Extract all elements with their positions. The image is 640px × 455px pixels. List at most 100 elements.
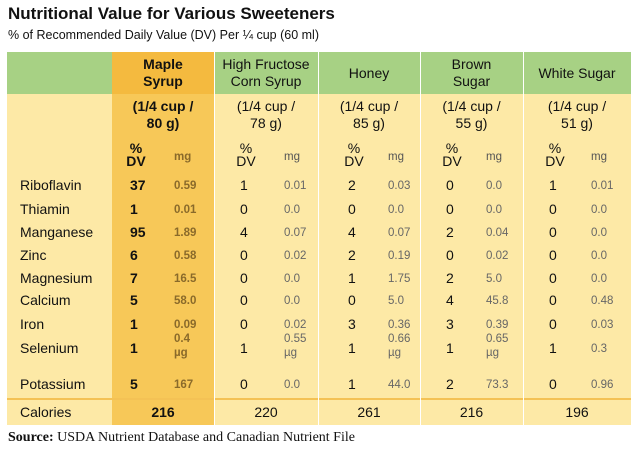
column-separator [420, 52, 421, 425]
serving-line: (1/4 cup / [547, 98, 607, 114]
column-header: Honey [318, 52, 420, 94]
serving-line: 85 g) [353, 115, 385, 131]
mg-value: 0.02 [284, 250, 307, 262]
row-label: Zinc [20, 247, 47, 263]
unit-mg-label: mg [174, 151, 192, 163]
unit-percent: % [445, 140, 459, 156]
column-separator [523, 52, 524, 425]
unit-mg-label: mg [591, 151, 607, 163]
mg-value: 0.03 [591, 319, 614, 331]
dv-value: 2 [446, 376, 454, 392]
dv-value: 2 [446, 270, 454, 286]
dv-value: 0 [549, 224, 557, 240]
column-name-line: Sugar [452, 73, 491, 89]
unit-percent: % [347, 140, 361, 156]
dv-value: 4 [446, 292, 454, 308]
column-name-line: Corn Syrup [230, 73, 302, 89]
mg-value: 0.58 [174, 250, 197, 262]
mg-value: 0.0 [284, 204, 300, 216]
unit-dv: DV [126, 153, 146, 169]
mg-value: 0.0 [591, 273, 607, 285]
column-header: High Fructose Corn Syrup [214, 52, 318, 94]
mg-value: 0.07 [388, 227, 411, 239]
mg-value: 58.0 [174, 295, 197, 307]
dv-value: 1 [240, 177, 248, 193]
table-header-band [7, 52, 631, 94]
mg-value: 0.0 [591, 250, 607, 262]
dv-value: 4 [348, 224, 356, 240]
page-subtitle: % of Recommended Daily Value (DV) Per ¼ … [8, 28, 319, 42]
mg-value: 1.89 [174, 227, 197, 239]
dv-value: 1 [130, 316, 138, 332]
unit-mg-label: mg [388, 151, 404, 163]
serving-line: (1/4 cup / [339, 98, 399, 114]
dv-value: 0 [348, 201, 356, 217]
dv-value: 4 [240, 224, 248, 240]
serving-line: (1/4 cup / [442, 98, 501, 114]
mg-number: 0.4 [174, 333, 190, 345]
dv-value: 3 [446, 316, 454, 332]
serving-size: (1/4 cup /78 g) [214, 98, 318, 136]
source-label: Source: [8, 430, 54, 445]
serving-line: (1/4 cup / [236, 98, 296, 114]
dv-value: 1 [130, 201, 138, 217]
mg-value: 44.0 [388, 379, 411, 391]
row-label: Magnesium [20, 270, 93, 286]
column-header-text: Maple Syrup [143, 56, 183, 90]
dv-value: 0 [446, 247, 454, 263]
dv-value: 0 [549, 247, 557, 263]
mg-value: 0.19 [388, 250, 411, 262]
mg-value: 0.0 [284, 273, 300, 285]
column-header: Brown Sugar [420, 52, 523, 94]
mg-value: 0.3 [591, 343, 607, 355]
unit-dv-label: % DV [122, 140, 150, 169]
unit-dv-label: % DV [541, 140, 569, 169]
dv-value: 0 [549, 201, 557, 217]
calories-value: 196 [565, 404, 589, 420]
column-name-line: White Sugar [538, 64, 616, 81]
page-title: Nutritional Value for Various Sweeteners [8, 4, 335, 23]
unit-dv: DV [442, 153, 462, 169]
column-header: White Sugar [523, 52, 631, 94]
mg-value: 0.02 [486, 250, 509, 262]
unit-dv: DV [545, 153, 565, 169]
table-background [7, 52, 631, 425]
dv-value: 5 [130, 376, 138, 392]
dv-value: 0 [549, 270, 557, 286]
unit-percent: % [129, 140, 143, 156]
dv-value: 1 [348, 376, 356, 392]
row-label: Calcium [20, 292, 71, 308]
unit-dv-label: % DV [340, 140, 368, 168]
dv-value: 0 [240, 247, 248, 263]
unit-percent: % [548, 140, 562, 156]
mg-number: 0.65 [486, 333, 509, 345]
dv-value: 0 [240, 292, 248, 308]
mg-value: 0.0 [284, 295, 300, 307]
dv-value: 7 [130, 270, 138, 286]
mg-value: 0.55 µg [284, 332, 306, 360]
serving-size: (1/4 cup /51 g) [523, 98, 631, 136]
serving-size: (1/4 cup /85 g) [318, 98, 420, 136]
column-name-line: Brown [451, 56, 492, 72]
row-label: Potassium [20, 376, 86, 392]
serving-line: 80 g) [146, 115, 180, 131]
dv-value: 1 [240, 340, 248, 356]
column-header: Maple Syrup [112, 52, 214, 94]
dv-value: 0 [446, 201, 454, 217]
mg-value: 0.01 [174, 204, 197, 216]
dv-value: 0 [240, 376, 248, 392]
dv-value: 0 [446, 177, 454, 193]
column-header-text: Brown Sugar [452, 56, 492, 90]
dv-value: 0 [549, 292, 557, 308]
mg-value: 0.59 [174, 180, 197, 192]
calories-label: Calories [20, 404, 72, 420]
dv-value: 2 [348, 247, 356, 263]
mg-unit: µg [174, 347, 188, 359]
dv-value: 0 [348, 292, 356, 308]
mg-unit: µg [486, 347, 500, 359]
row-label: Selenium [20, 340, 79, 356]
unit-percent: % [239, 140, 253, 156]
dv-value: 1 [446, 340, 454, 356]
mg-number: 0.55 [284, 333, 307, 345]
unit-mg-label: mg [486, 151, 502, 163]
